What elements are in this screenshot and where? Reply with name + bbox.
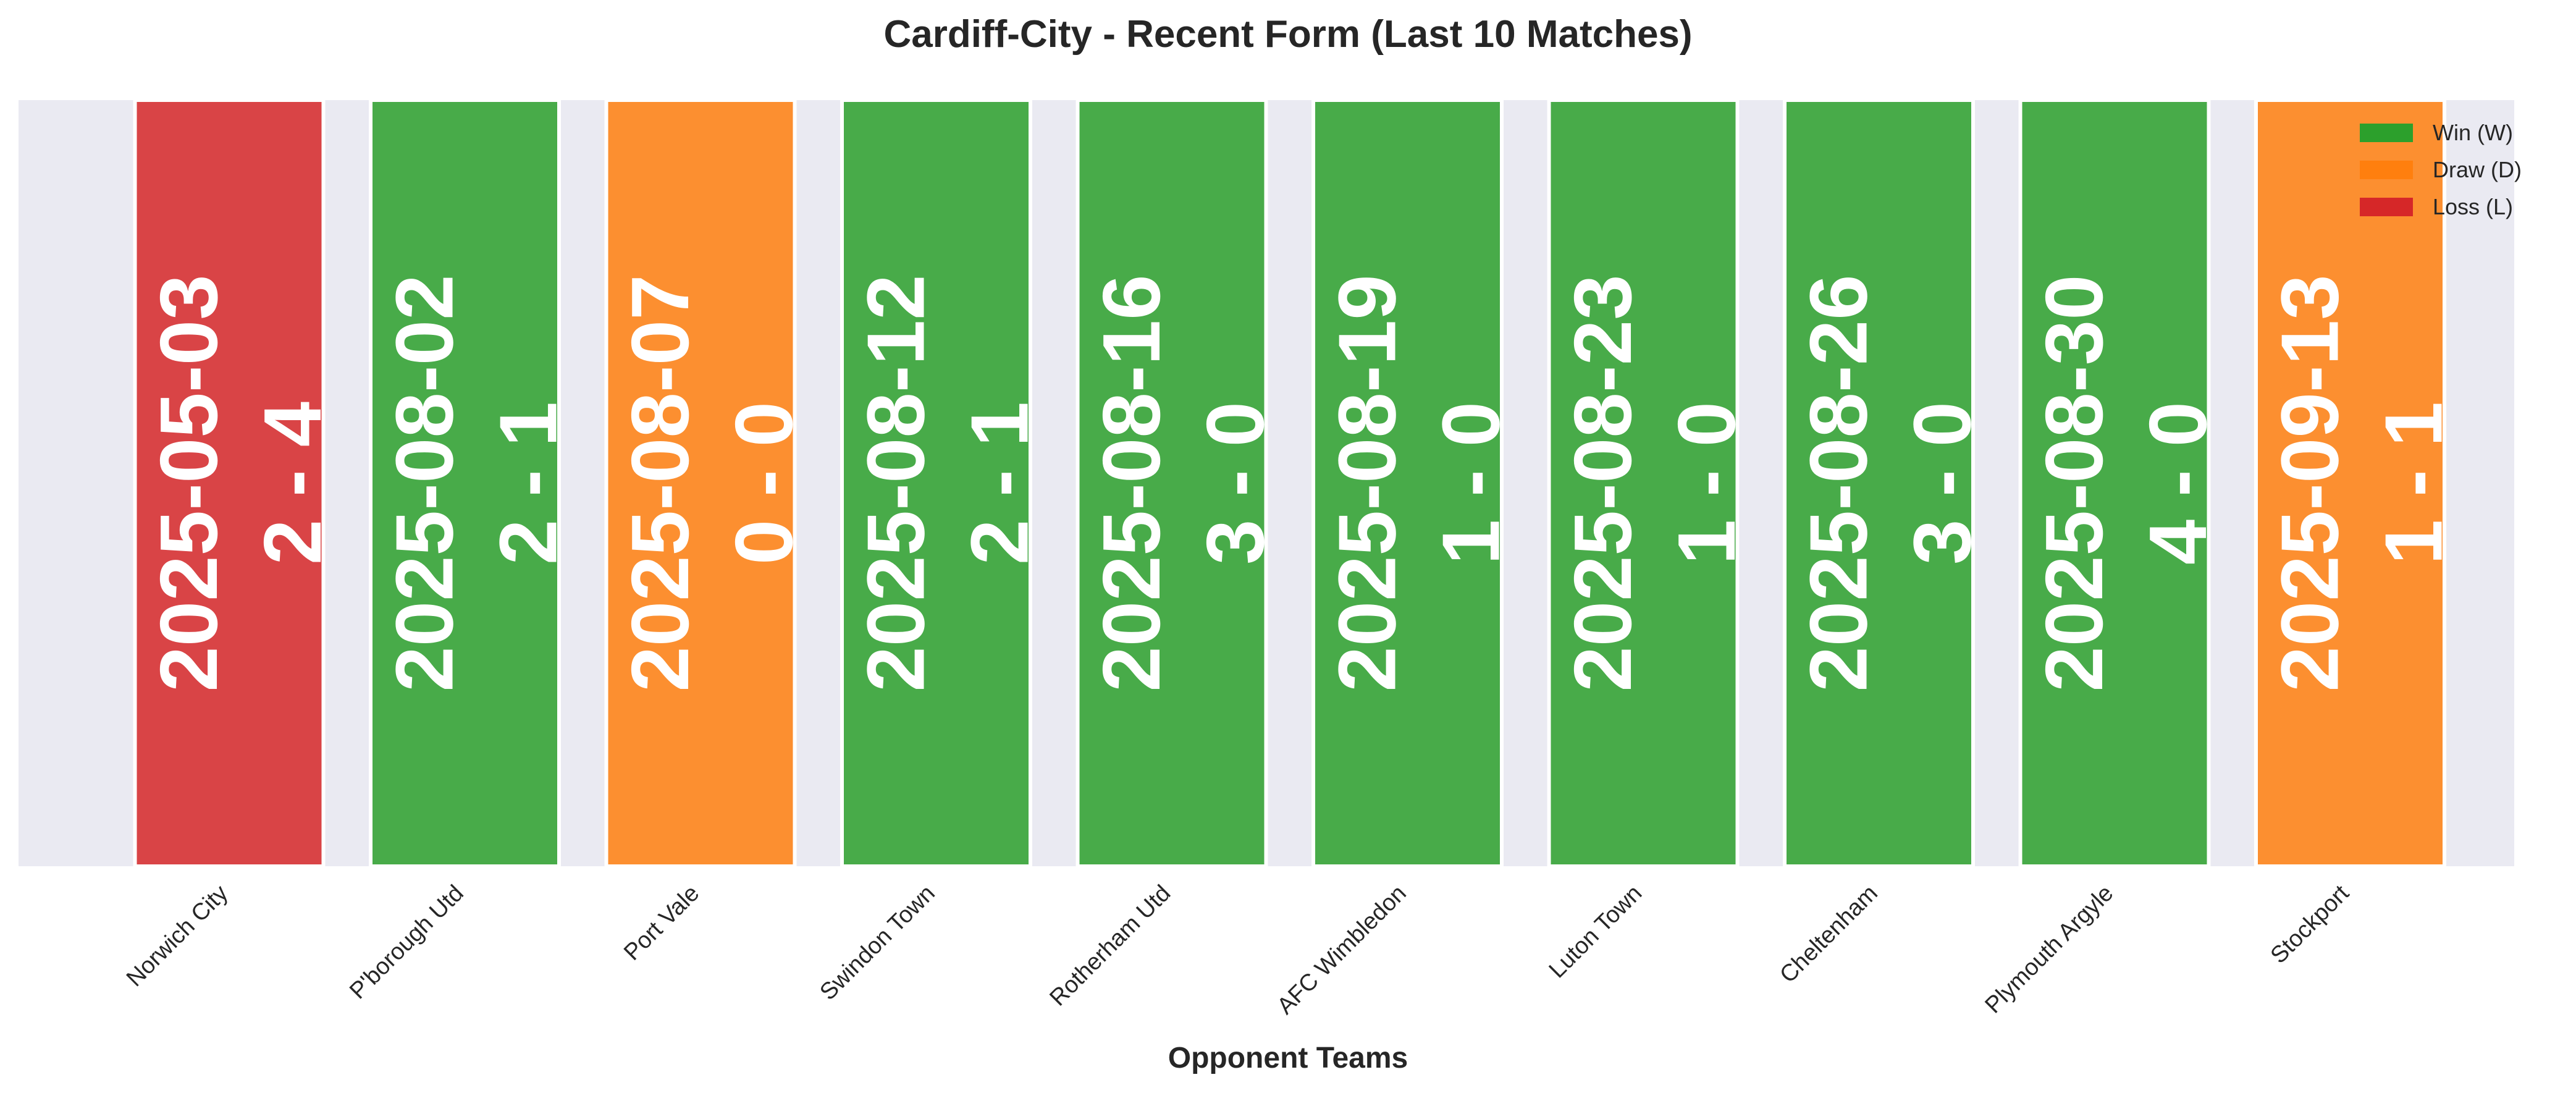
bar-label: 2025-08-02 2 - 1 bbox=[379, 274, 574, 691]
x-tick-label: Luton Town bbox=[1544, 880, 1648, 984]
result-bar bbox=[1783, 98, 1975, 868]
x-tick-label: Swindon Town bbox=[815, 880, 940, 1005]
match-date-label: 2025-08-30 bbox=[2029, 274, 2119, 691]
result-bar bbox=[1311, 98, 1504, 868]
legend-swatch bbox=[2360, 124, 2413, 142]
match-date-label: 2025-08-12 bbox=[851, 274, 941, 691]
x-tick-labels: Norwich City P'borough Utd Port Vale Swindo… bbox=[122, 880, 2354, 1019]
x-tick-label: Plymouth Argyle bbox=[1980, 880, 2119, 1019]
match-date-label: 2025-08-02 bbox=[379, 274, 470, 691]
match-score-label: 3 - 0 bbox=[1190, 402, 1281, 565]
legend-label: Loss (L) bbox=[2433, 194, 2513, 219]
x-tick-label: Rotherham Utd bbox=[1045, 880, 1176, 1011]
bar-label: 2025-08-30 4 - 0 bbox=[2029, 274, 2223, 691]
x-tick-label: AFC Wimbledon bbox=[1273, 880, 1412, 1019]
bar-label: 2025-08-16 3 - 0 bbox=[1086, 274, 1281, 691]
x-tick-label: Port Vale bbox=[619, 880, 704, 966]
x-axis-label: Opponent Teams bbox=[1168, 1042, 1408, 1074]
x-tick-label: Norwich City bbox=[122, 880, 233, 992]
bar-label: 2025-05-03 2 - 4 bbox=[143, 274, 338, 691]
result-bar bbox=[840, 98, 1032, 868]
match-date-label: 2025-09-13 bbox=[2265, 274, 2355, 691]
result-bar bbox=[369, 98, 561, 868]
result-bar bbox=[1075, 98, 1268, 868]
legend: Win (W) Draw (D) Loss (L) bbox=[2360, 120, 2522, 219]
bar-label: 2025-08-26 3 - 0 bbox=[1793, 274, 1988, 691]
bar-label: 2025-09-13 1 - 1 bbox=[2265, 274, 2459, 691]
match-score-label: 3 - 0 bbox=[1897, 402, 1988, 565]
match-score-label: 0 - 0 bbox=[718, 402, 809, 565]
match-score-label: 4 - 0 bbox=[2132, 402, 2223, 565]
legend-label: Win (W) bbox=[2433, 120, 2513, 145]
result-bar bbox=[2018, 98, 2211, 868]
match-score-label: 2 - 1 bbox=[954, 402, 1045, 565]
bars-layer bbox=[133, 98, 2446, 868]
bar-label: 2025-08-19 1 - 0 bbox=[1322, 274, 1517, 691]
x-tick-label: Stockport bbox=[2266, 880, 2355, 969]
bar-label: 2025-08-12 2 - 1 bbox=[851, 274, 1045, 691]
match-date-label: 2025-08-23 bbox=[1557, 274, 1648, 691]
chart-title: Cardiff-City - Recent Form (Last 10 Matc… bbox=[883, 13, 1692, 56]
result-bar bbox=[1547, 98, 1740, 868]
match-date-label: 2025-08-19 bbox=[1322, 274, 1413, 691]
legend-label: Draw (D) bbox=[2433, 157, 2522, 182]
result-bar bbox=[604, 98, 797, 868]
match-date-label: 2025-08-26 bbox=[1793, 274, 1884, 691]
result-bar bbox=[2254, 98, 2446, 868]
match-score-label: 1 - 0 bbox=[1661, 402, 1752, 565]
match-score-label: 2 - 1 bbox=[483, 402, 574, 565]
legend-swatch bbox=[2360, 161, 2413, 179]
bar-label: 2025-08-23 1 - 0 bbox=[1557, 274, 1752, 691]
match-date-label: 2025-08-07 bbox=[615, 274, 705, 691]
x-tick-label: Cheltenham bbox=[1775, 880, 1883, 989]
match-score-label: 1 - 1 bbox=[2368, 402, 2459, 565]
match-date-label: 2025-05-03 bbox=[143, 274, 234, 691]
match-date-label: 2025-08-16 bbox=[1086, 274, 1177, 691]
result-bar bbox=[133, 98, 326, 868]
legend-swatch bbox=[2360, 198, 2413, 216]
bar-labels-layer: 2025-05-03 2 - 4 2025-08-02 2 - 1 2025-08-07… bbox=[143, 274, 2459, 691]
bar-label: 2025-08-07 0 - 0 bbox=[615, 274, 809, 691]
x-tick-label: P'borough Utd bbox=[345, 880, 469, 1005]
match-score-label: 2 - 4 bbox=[247, 402, 338, 565]
match-score-label: 1 - 0 bbox=[1426, 402, 1517, 565]
